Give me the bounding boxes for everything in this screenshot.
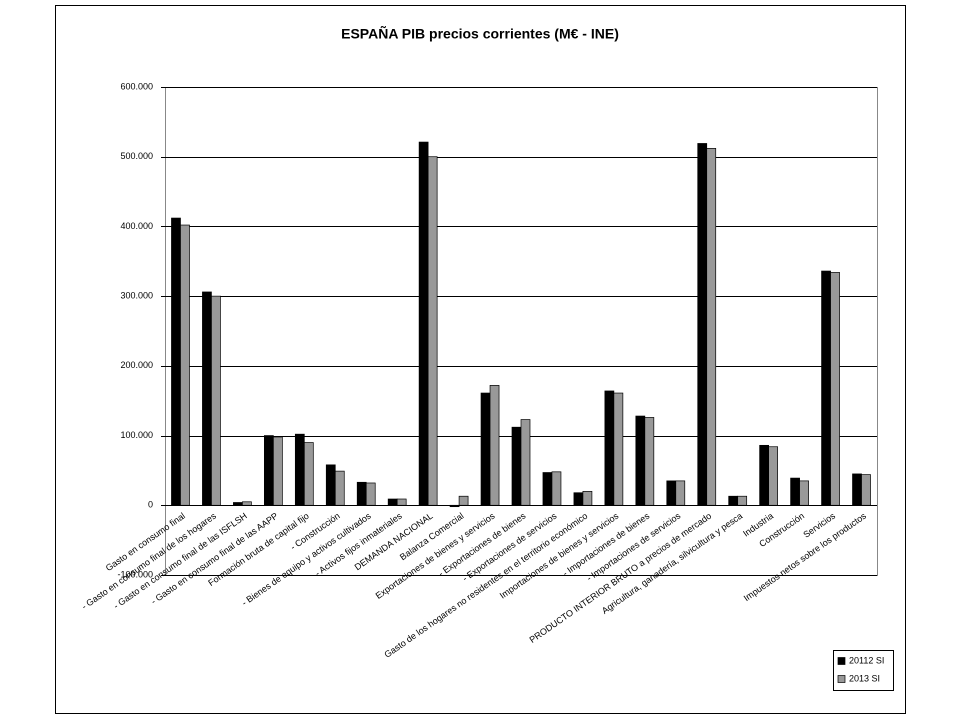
bar [334, 470, 345, 506]
bar [458, 495, 469, 506]
bar [365, 482, 376, 506]
legend-swatch [837, 675, 846, 683]
legend-label: 2013 SI [849, 673, 880, 683]
bar [294, 433, 305, 506]
bar [768, 446, 779, 506]
bar [233, 502, 243, 506]
y-tick-label: 200.000 [120, 360, 153, 370]
bar [582, 490, 593, 506]
bar [427, 156, 438, 506]
bar [356, 481, 367, 506]
bar [790, 477, 800, 506]
bar [263, 435, 274, 506]
y-tick-label: 300.000 [120, 291, 153, 301]
bar [542, 472, 553, 506]
bar [449, 504, 460, 508]
bar [418, 141, 429, 506]
bar [272, 436, 283, 506]
chart-frame [55, 5, 906, 714]
bar [675, 480, 686, 506]
bar [697, 143, 708, 506]
bar [489, 385, 500, 506]
bar [613, 392, 624, 506]
bar [635, 415, 646, 506]
y-tick-label: -100.000 [117, 569, 153, 579]
bar [737, 495, 748, 506]
bar [852, 473, 862, 506]
bar [604, 390, 615, 506]
chart-title: ESPAÑA PIB precios corrientes (M€ - INE) [341, 25, 619, 42]
bar [706, 147, 717, 506]
bar [387, 498, 398, 506]
bar [551, 471, 562, 506]
bar [480, 392, 491, 506]
bar [861, 474, 871, 506]
y-tick-label: 500.000 [120, 151, 153, 161]
bar [325, 464, 336, 506]
bar [830, 272, 840, 506]
bar [821, 270, 831, 506]
legend-swatch [837, 657, 846, 665]
bar [242, 501, 252, 506]
bar [799, 480, 809, 506]
y-tick-label: 600.000 [120, 81, 153, 91]
bar [573, 492, 584, 506]
bar [396, 498, 407, 506]
bar [666, 480, 677, 506]
bar [211, 295, 221, 506]
legend-label: 20112 SI [849, 655, 884, 665]
bar [180, 224, 190, 506]
bar [644, 417, 655, 506]
bar [202, 291, 212, 506]
y-tick-label: 0 [148, 500, 153, 510]
y-tick-label: 100.000 [120, 430, 153, 440]
bar [171, 217, 181, 506]
bar [520, 419, 531, 506]
bar [728, 495, 739, 506]
bar [303, 442, 314, 506]
y-tick-label: 400.000 [120, 221, 153, 231]
bar [511, 426, 522, 506]
bar [759, 444, 770, 506]
